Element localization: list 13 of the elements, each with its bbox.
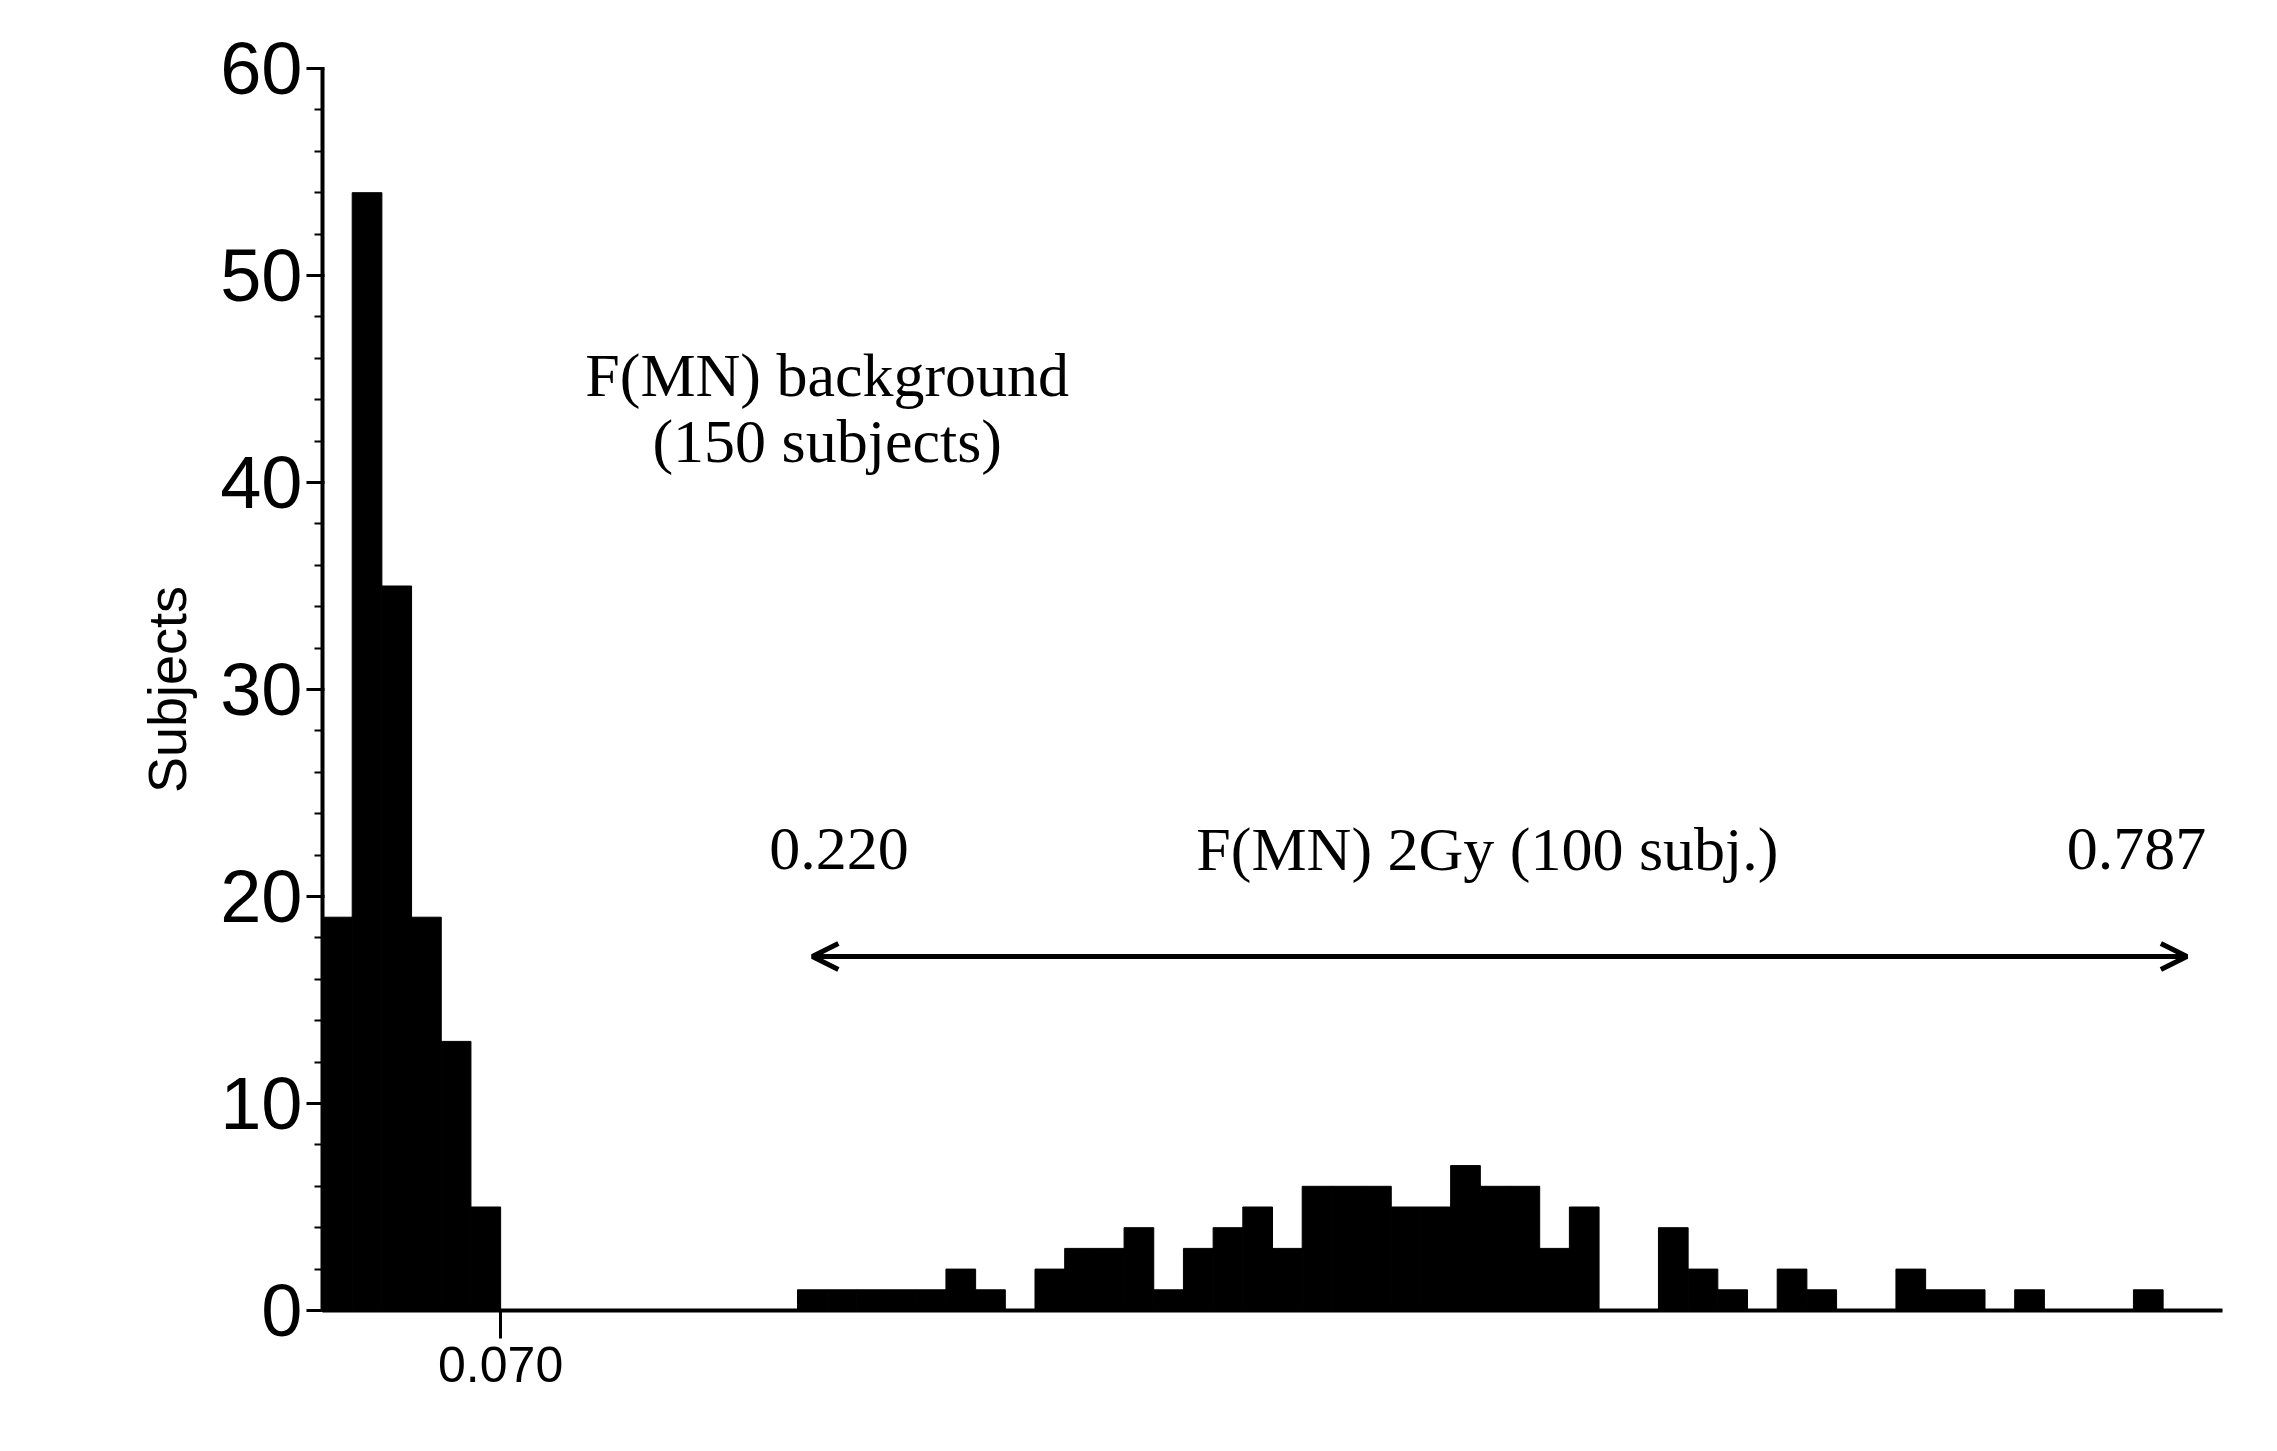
y-tick-label: 0 — [261, 1269, 303, 1352]
y-axis-title: Subjects — [137, 585, 198, 794]
y-tick-label: 10 — [220, 1062, 303, 1145]
annotation: F(MN) background — [585, 340, 1070, 410]
annotation: 0.787 — [2066, 813, 2207, 882]
y-tick-label: 30 — [220, 648, 303, 731]
y-tick-label: 20 — [220, 855, 303, 938]
text: 0.070 — [438, 1336, 564, 1393]
y-tick-label: 40 — [220, 441, 303, 524]
annotation: F(MN) 2Gy (100 subj.) — [1196, 814, 1779, 884]
y-tick-label: 50 — [220, 234, 303, 317]
y-tick-label: 60 — [220, 27, 303, 110]
annotation: 0.220 — [769, 813, 909, 882]
